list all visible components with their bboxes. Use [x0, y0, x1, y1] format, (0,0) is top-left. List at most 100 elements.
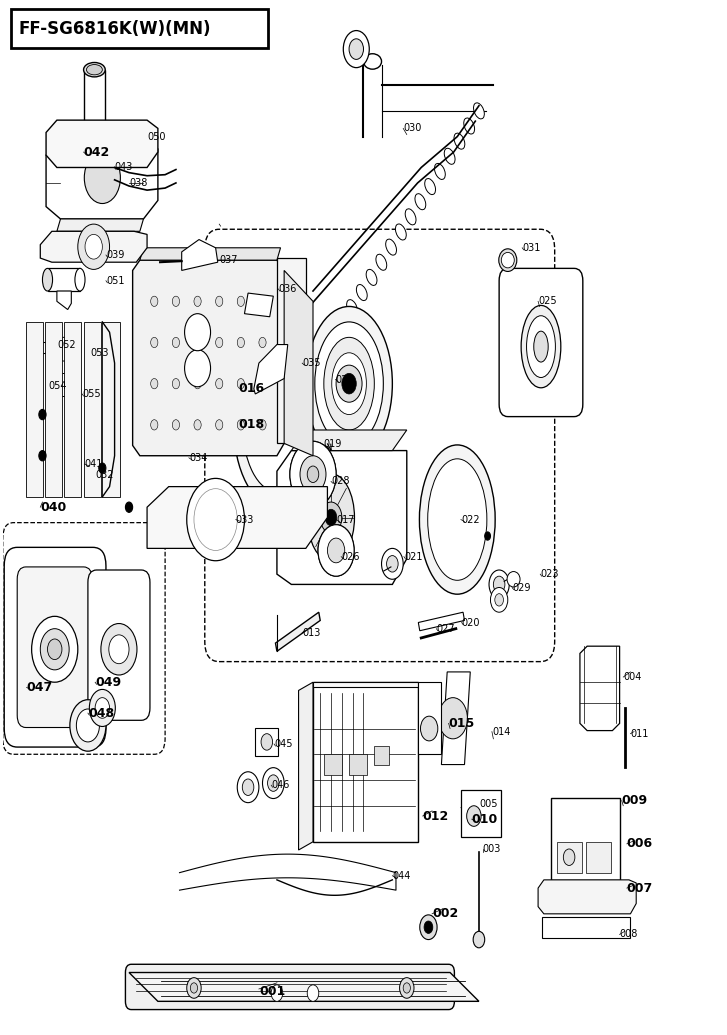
Polygon shape	[26, 322, 43, 497]
Bar	[557, 841, 582, 873]
Ellipse shape	[233, 343, 320, 507]
Bar	[461, 791, 501, 836]
Text: 055: 055	[82, 389, 101, 398]
Polygon shape	[244, 293, 273, 317]
Circle shape	[85, 234, 103, 259]
Ellipse shape	[435, 164, 446, 179]
Polygon shape	[40, 231, 147, 262]
Bar	[324, 755, 342, 775]
Circle shape	[32, 616, 78, 682]
Circle shape	[109, 634, 129, 663]
Circle shape	[563, 849, 575, 865]
Ellipse shape	[444, 148, 455, 165]
Ellipse shape	[364, 54, 382, 69]
Ellipse shape	[332, 353, 366, 415]
Circle shape	[194, 296, 201, 306]
Text: 021: 021	[404, 552, 422, 562]
Text: 044: 044	[393, 870, 411, 881]
Circle shape	[419, 915, 437, 940]
Polygon shape	[44, 322, 62, 497]
Circle shape	[95, 698, 110, 718]
Text: 038: 038	[129, 178, 148, 188]
Polygon shape	[542, 917, 630, 938]
Ellipse shape	[322, 534, 350, 567]
Polygon shape	[567, 801, 608, 809]
Circle shape	[216, 296, 222, 306]
Circle shape	[194, 379, 201, 389]
Circle shape	[485, 532, 491, 540]
Ellipse shape	[327, 330, 338, 346]
Ellipse shape	[464, 118, 475, 135]
Circle shape	[190, 983, 198, 994]
Text: 022: 022	[461, 514, 480, 525]
Circle shape	[286, 396, 290, 403]
Circle shape	[70, 700, 106, 751]
Text: 006: 006	[627, 837, 653, 851]
Circle shape	[237, 379, 244, 389]
Ellipse shape	[324, 337, 374, 430]
Text: 048: 048	[88, 707, 114, 719]
Ellipse shape	[75, 268, 85, 291]
Ellipse shape	[386, 239, 396, 256]
Polygon shape	[147, 486, 327, 549]
Circle shape	[172, 337, 180, 348]
Circle shape	[259, 420, 266, 430]
Text: 049: 049	[95, 676, 121, 688]
Circle shape	[275, 391, 279, 397]
Circle shape	[420, 716, 438, 741]
Text: 001: 001	[259, 984, 285, 998]
Text: 043: 043	[115, 162, 133, 173]
Text: 016: 016	[238, 382, 265, 395]
Circle shape	[172, 379, 180, 389]
Circle shape	[242, 779, 254, 796]
Circle shape	[262, 405, 292, 445]
Text: 042: 042	[84, 146, 110, 158]
Polygon shape	[441, 672, 470, 765]
Ellipse shape	[347, 300, 358, 316]
Bar	[551, 798, 619, 880]
Circle shape	[185, 314, 211, 351]
Circle shape	[343, 31, 369, 67]
Circle shape	[261, 734, 273, 750]
Circle shape	[187, 978, 201, 998]
Text: 041: 041	[84, 459, 103, 469]
Circle shape	[99, 463, 106, 473]
Ellipse shape	[454, 134, 465, 149]
Circle shape	[400, 978, 414, 998]
Bar	[47, 268, 80, 291]
Circle shape	[150, 337, 158, 348]
Circle shape	[308, 985, 318, 1001]
Circle shape	[491, 588, 507, 613]
Circle shape	[297, 421, 301, 427]
Text: 018: 018	[238, 418, 265, 432]
Ellipse shape	[315, 322, 383, 445]
Circle shape	[308, 466, 318, 482]
Text: 026: 026	[341, 552, 360, 562]
Circle shape	[51, 379, 58, 389]
Circle shape	[290, 441, 336, 507]
Circle shape	[150, 420, 158, 430]
Polygon shape	[46, 120, 158, 168]
Text: 052: 052	[57, 339, 76, 350]
Ellipse shape	[473, 102, 484, 119]
Ellipse shape	[318, 345, 328, 361]
Circle shape	[89, 689, 116, 727]
Circle shape	[300, 455, 326, 493]
Text: 050: 050	[147, 131, 166, 142]
Polygon shape	[84, 322, 101, 497]
Ellipse shape	[84, 125, 105, 138]
Polygon shape	[37, 343, 59, 353]
Text: 036: 036	[278, 284, 297, 294]
Text: 003: 003	[483, 844, 501, 854]
Polygon shape	[103, 322, 120, 497]
Text: 023: 023	[540, 569, 559, 580]
Ellipse shape	[427, 459, 487, 581]
Bar	[84, 69, 105, 131]
Polygon shape	[64, 322, 81, 497]
Polygon shape	[292, 430, 407, 450]
Polygon shape	[277, 450, 407, 585]
Polygon shape	[284, 270, 313, 455]
Text: 046: 046	[271, 780, 289, 790]
Polygon shape	[140, 247, 281, 260]
Ellipse shape	[507, 571, 520, 587]
